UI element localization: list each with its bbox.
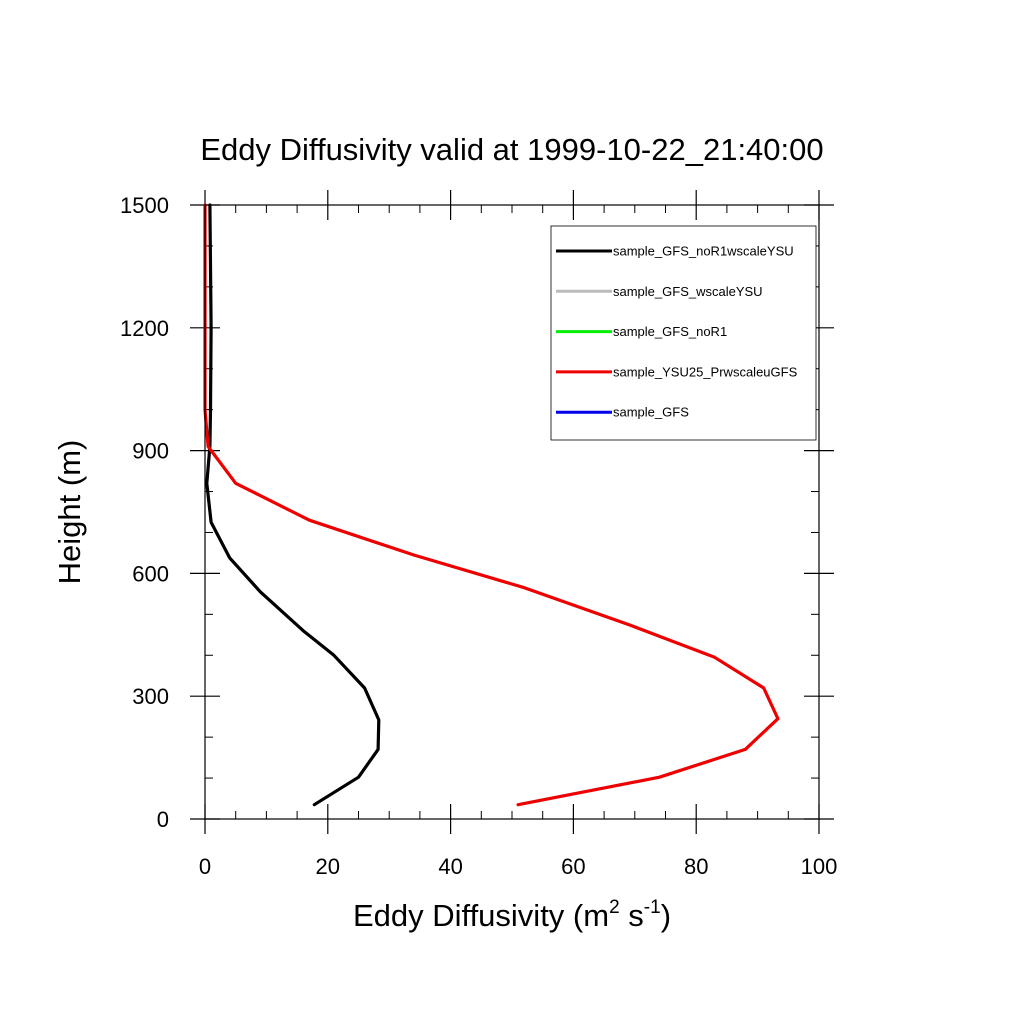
tick-labels: 0 20 40 60 80 100 0 300 600 900 1200 1500 — [120, 193, 837, 879]
y-tick-label: 900 — [132, 439, 169, 464]
legend-label: sample_GFS_wscaleYSU — [613, 284, 763, 299]
x-tick-label: 20 — [316, 854, 340, 879]
series-lines — [203, 203, 780, 807]
y-tick-label: 600 — [132, 561, 169, 586]
legend-label: sample_GFS_noR1wscaleYSU — [613, 244, 794, 259]
legend-label: sample_YSU25_PrwscaleuGFS — [613, 364, 798, 379]
chart-title: Eddy Diffusivity valid at 1999-10-22_21:… — [200, 132, 823, 167]
y-tick-label: 1200 — [120, 316, 169, 341]
x-tick-label: 60 — [561, 854, 585, 879]
series-line-1 — [205, 203, 381, 807]
plot-frame — [204, 204, 820, 820]
x-tick-label: 80 — [684, 854, 708, 879]
x-axis-label-end: ) — [661, 898, 671, 933]
x-axis-label-sup2: -1 — [644, 897, 661, 918]
legend: sample_GFS_noR1wscaleYSU sample_GFS_wscal… — [550, 225, 817, 441]
legend-label: sample_GFS — [613, 405, 689, 420]
y-tick-label: 1500 — [120, 193, 169, 218]
series-line-4 — [203, 203, 780, 807]
x-tick-label: 100 — [801, 854, 838, 879]
x-axis-label: Eddy Diffusivity (m2 s-1) — [353, 897, 671, 933]
legend-items: sample_GFS_noR1wscaleYSU sample_GFS_wscal… — [556, 244, 798, 420]
legend-label: sample_GFS_noR1 — [613, 324, 727, 339]
y-tick-label: 0 — [157, 807, 169, 832]
x-tick-label: 0 — [199, 854, 211, 879]
y-axis-label: Height (m) — [52, 440, 87, 585]
x-axis-label-main: Eddy Diffusivity (m — [353, 898, 609, 933]
y-tick-label: 300 — [132, 684, 169, 709]
x-tick-label: 40 — [438, 854, 462, 879]
x-axis-label-sup1: 2 — [609, 897, 620, 918]
x-axis-label-mid: s — [620, 898, 644, 933]
